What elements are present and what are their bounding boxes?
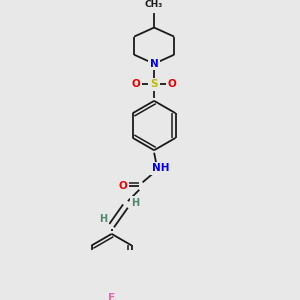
Text: F: F [108,293,115,300]
Text: H: H [131,198,140,208]
Text: O: O [132,80,140,89]
Text: NH: NH [152,164,169,173]
Text: O: O [118,182,127,191]
Text: S: S [150,80,158,89]
Text: CH₃: CH₃ [145,0,163,9]
Text: O: O [168,80,177,89]
Text: H: H [99,214,107,224]
Text: N: N [150,59,158,69]
